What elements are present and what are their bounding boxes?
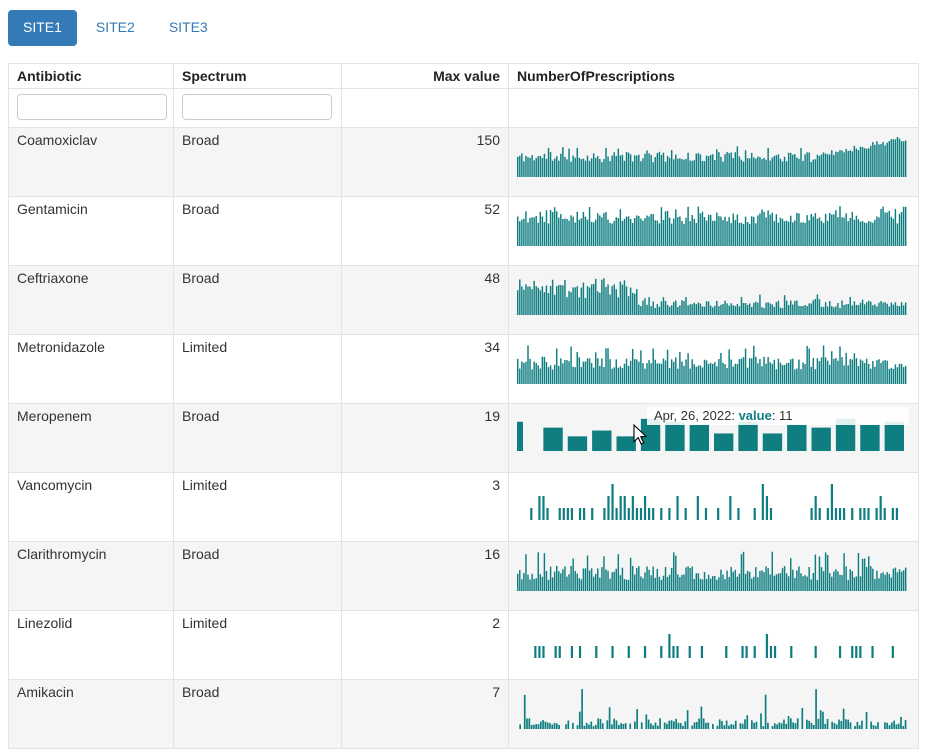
max-value-cell: 48 bbox=[341, 264, 509, 335]
spectrum-cell: Broad bbox=[173, 402, 342, 473]
sparkline-chart[interactable] bbox=[517, 620, 907, 660]
antibiotic-name-cell: Ceftriaxone bbox=[8, 264, 174, 335]
tab-site1[interactable]: SITE1 bbox=[8, 10, 77, 46]
table-row[interactable]: Gentamicin Broad 52 bbox=[8, 195, 919, 266]
spectrum-cell: Broad bbox=[173, 264, 342, 335]
sparkline-chart[interactable] bbox=[517, 136, 907, 177]
prescriptions-sparkline-cell bbox=[508, 609, 919, 680]
tab-site3[interactable]: SITE3 bbox=[168, 19, 208, 35]
max-value-cell: 7 bbox=[341, 678, 509, 749]
col-header-spectrum[interactable]: Spectrum bbox=[173, 62, 342, 89]
filter-row bbox=[8, 87, 919, 128]
chart-tooltip: Apr, 26, 2022: value: 11 bbox=[647, 406, 909, 425]
tab-site2[interactable]: SITE2 bbox=[95, 19, 135, 35]
max-value-cell: 34 bbox=[341, 333, 509, 404]
prescriptions-sparkline-cell bbox=[508, 333, 919, 404]
col-header-antibiotic[interactable]: Antibiotic bbox=[8, 62, 174, 89]
spectrum-cell: Limited bbox=[173, 333, 342, 404]
table-row[interactable]: Ceftriaxone Broad 48 bbox=[8, 264, 919, 335]
max-value-cell: 16 bbox=[341, 540, 509, 611]
antibiotic-name-cell: Amikacin bbox=[8, 678, 174, 749]
spectrum-filter-input[interactable] bbox=[182, 93, 332, 120]
max-value-cell: 2 bbox=[341, 609, 509, 680]
table-row[interactable]: Amikacin Broad 7 bbox=[8, 678, 919, 749]
sparkline-chart[interactable] bbox=[517, 206, 907, 246]
table-row[interactable]: Vancomycin Limited 3 bbox=[8, 471, 919, 542]
mouse-cursor-icon bbox=[633, 423, 647, 445]
table-row[interactable]: Meropenem Broad 19 Apr, 26, 2022: value:… bbox=[8, 402, 919, 473]
sparkline-chart[interactable] bbox=[517, 482, 907, 522]
col-header-number-of-prescriptions[interactable]: NumberOfPrescriptions bbox=[508, 62, 919, 89]
tooltip-date: Apr, 26, 2022: bbox=[654, 407, 739, 423]
antibiotic-name-cell: Clarithromycin bbox=[8, 540, 174, 611]
prescriptions-sparkline-cell bbox=[508, 195, 919, 266]
sparkline-chart[interactable]: Apr, 26, 2022: value: 11 bbox=[517, 406, 909, 451]
max-value-cell: 52 bbox=[341, 195, 509, 266]
max-value-cell: 3 bbox=[341, 471, 509, 542]
filter-cell-empty bbox=[341, 87, 509, 128]
col-header-max-value[interactable]: Max value bbox=[341, 62, 509, 89]
spectrum-cell: Broad bbox=[173, 195, 342, 266]
filter-cell-empty bbox=[508, 87, 919, 128]
prescriptions-sparkline-cell bbox=[508, 678, 919, 749]
sparkline-chart[interactable] bbox=[517, 275, 907, 315]
max-value-cell: 150 bbox=[341, 126, 509, 197]
sparkline-chart[interactable] bbox=[517, 688, 907, 729]
table-row[interactable]: Coamoxiclav Broad 150 bbox=[8, 126, 919, 197]
antibiotic-filter-input[interactable] bbox=[17, 93, 167, 120]
tooltip-value: : 11 bbox=[771, 407, 793, 423]
antibiotic-name-cell: Gentamicin bbox=[8, 195, 174, 266]
max-value-cell: 19 bbox=[341, 402, 509, 473]
prescriptions-sparkline-cell bbox=[508, 540, 919, 611]
prescriptions-sparkline-cell bbox=[508, 471, 919, 542]
prescriptions-sparkline-cell: Apr, 26, 2022: value: 11 bbox=[508, 402, 919, 473]
prescriptions-sparkline-cell bbox=[508, 126, 919, 197]
table-row[interactable]: Metronidazole Limited 34 bbox=[8, 333, 919, 404]
tooltip-series-label: value bbox=[738, 407, 772, 423]
header-row: Antibiotic Spectrum Max value NumberOfPr… bbox=[8, 62, 919, 89]
spectrum-cell: Limited bbox=[173, 471, 342, 542]
spectrum-cell: Broad bbox=[173, 126, 342, 197]
antibiotic-name-cell: Meropenem bbox=[8, 402, 174, 473]
antibiotic-name-cell: Vancomycin bbox=[8, 471, 174, 542]
antibiotic-name-cell: Metronidazole bbox=[8, 333, 174, 404]
antibiotics-grid: Antibiotic Spectrum Max value NumberOfPr… bbox=[8, 62, 919, 749]
sparkline-chart[interactable] bbox=[517, 551, 907, 591]
prescriptions-sparkline-cell bbox=[508, 264, 919, 335]
table-row[interactable]: Linezolid Limited 2 bbox=[8, 609, 919, 680]
site-tabs: SITE1 SITE2 SITE3 bbox=[8, 10, 919, 46]
sparkline-chart[interactable] bbox=[517, 344, 907, 384]
spectrum-cell: Broad bbox=[173, 678, 342, 749]
spectrum-cell: Broad bbox=[173, 540, 342, 611]
antibiotic-name-cell: Coamoxiclav bbox=[8, 126, 174, 197]
antibiotic-name-cell: Linezolid bbox=[8, 609, 174, 680]
spectrum-cell: Limited bbox=[173, 609, 342, 680]
table-row[interactable]: Clarithromycin Broad 16 bbox=[8, 540, 919, 611]
